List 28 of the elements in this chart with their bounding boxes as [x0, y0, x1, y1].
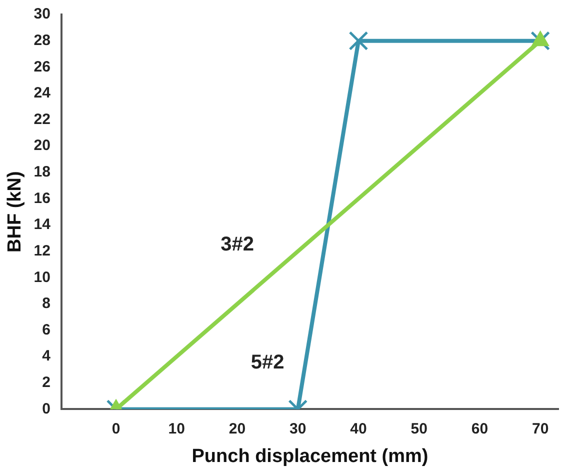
y-tick-label: 28 — [34, 32, 50, 49]
x-tick-label: 60 — [471, 420, 488, 438]
y-tick-label: 4 — [42, 348, 52, 365]
series-label: 5#2 — [250, 352, 284, 374]
x-axis-title: Punch displacement (mm) — [192, 446, 428, 467]
y-tick-label: 30 — [34, 6, 50, 23]
y-tick-label: 2 — [42, 374, 50, 392]
y-tick-label: 18 — [34, 164, 50, 181]
y-tick-label: 26 — [34, 58, 50, 76]
x-tick-label: 10 — [168, 420, 185, 438]
y-axis-title: BHF (kN) — [4, 171, 26, 252]
x-tick-label: 50 — [410, 420, 428, 438]
x-tick-label: 30 — [290, 420, 306, 438]
y-tick-label: 6 — [42, 321, 50, 338]
y-tick-label: 16 — [34, 190, 50, 207]
y-tick-label: 24 — [34, 84, 52, 102]
x-tick-label: 20 — [228, 420, 246, 438]
y-tick-label: 8 — [42, 295, 50, 312]
y-tick-label: 12 — [34, 242, 50, 260]
series-label: 3#2 — [220, 233, 254, 256]
x-tick-label: 70 — [532, 420, 549, 438]
x-tick-label: 0 — [112, 420, 120, 438]
x-tick-label: 40 — [350, 420, 367, 438]
y-tick-label: 14 — [34, 216, 52, 234]
y-tick-label: 22 — [34, 110, 50, 128]
y-tick-label: 10 — [34, 268, 50, 286]
y-tick-label: 20 — [34, 137, 50, 154]
y-tick-label: 0 — [42, 400, 50, 418]
